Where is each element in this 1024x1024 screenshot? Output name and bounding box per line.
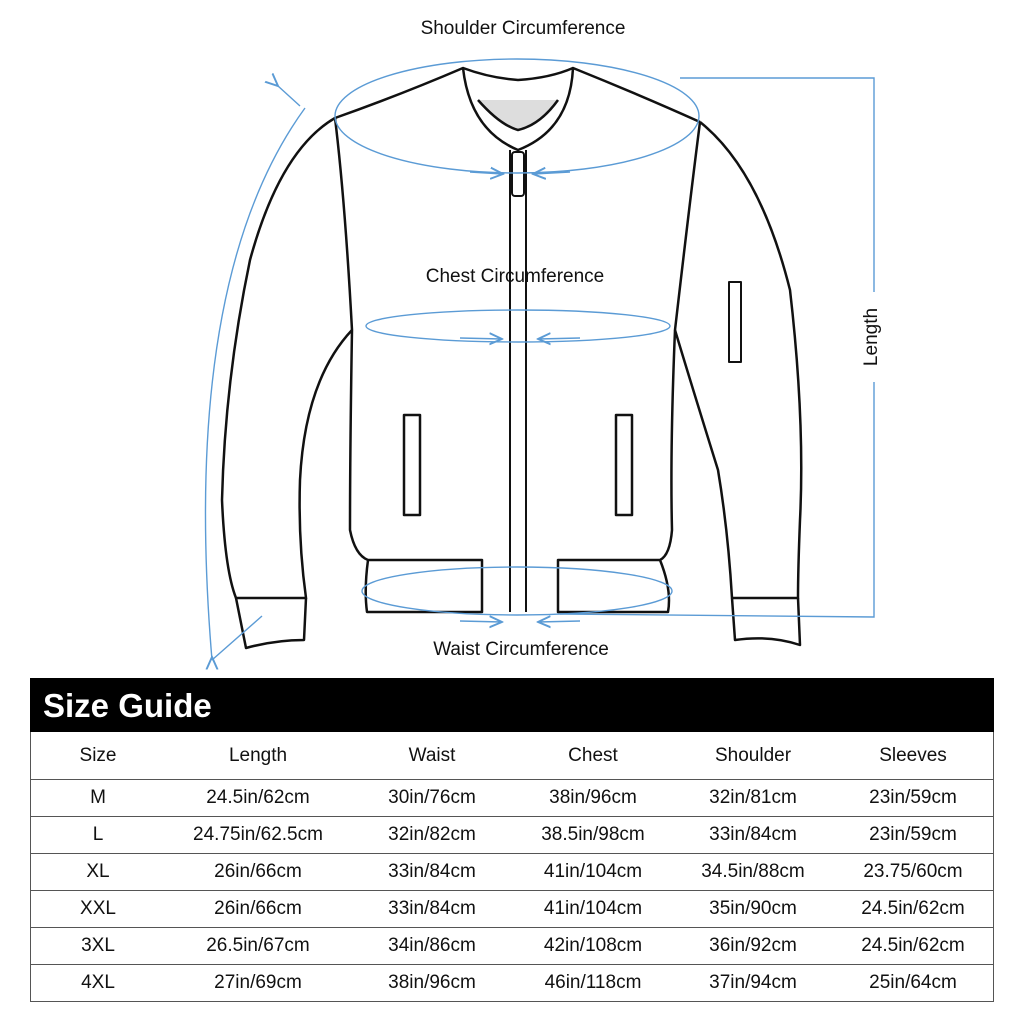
cell-waist: 33in/84cm (351, 890, 513, 928)
jacket-outline (220, 66, 803, 650)
cell-shoulder: 32in/81cm (673, 779, 833, 817)
waist-circumference-label: Waist Circumference (433, 639, 609, 660)
cell-waist: 34in/86cm (351, 927, 513, 965)
table-row: XXL 26in/66cm 33in/84cm 41in/104cm 35in/90cm… (30, 890, 994, 928)
cell-chest: 41in/104cm (513, 853, 673, 891)
cell-sleeves: 23.75/60cm (833, 853, 994, 891)
cell-length: 26.5in/67cm (165, 927, 351, 965)
cell-length: 27in/69cm (165, 964, 351, 1002)
column-header-shoulder: Shoulder (714, 744, 792, 766)
shoulder-circumference-label: Shoulder Circumference (420, 18, 626, 39)
column-header-length: Length (228, 744, 288, 766)
column-header-sleeves: Sleeves (879, 744, 947, 766)
cell-size: L (30, 816, 165, 854)
cell-size: XL (30, 853, 165, 891)
chest-circumference-label: Chest Circumference (425, 266, 605, 287)
table-row: L 24.75in/62.5cm 32in/82cm 38.5in/98cm 33in/… (30, 816, 994, 854)
cell-waist: 38in/96cm (351, 964, 513, 1002)
cell-size: XXL (30, 890, 165, 928)
table-row: 4XL 27in/69cm 38in/96cm 46in/118cm 37in/94cm… (30, 964, 994, 1002)
cell-chest: 41in/104cm (513, 890, 673, 928)
jacket-diagram (204, 58, 875, 670)
table-row: XL 26in/66cm 33in/84cm 41in/104cm 34.5in/88c… (30, 853, 994, 891)
cell-waist: 30in/76cm (351, 779, 513, 817)
cell-length: 24.5in/62cm (165, 779, 351, 817)
cell-length: 26in/66cm (165, 853, 351, 891)
cell-sleeves: 24.5in/62cm (833, 890, 994, 928)
cell-shoulder: 35in/90cm (673, 890, 833, 928)
cell-waist: 33in/84cm (351, 853, 513, 891)
cell-sleeves: 23in/59cm (833, 816, 994, 854)
cell-shoulder: 36in/92cm (673, 927, 833, 965)
cell-waist: 32in/82cm (351, 816, 513, 854)
table-row: 3XL 26.5in/67cm 34in/86cm 42in/108cm 36in/92… (30, 927, 994, 965)
cell-size: 3XL (30, 927, 165, 965)
cell-chest: 46in/118cm (513, 964, 673, 1002)
cell-size: 4XL (30, 964, 165, 1002)
table-row: M 24.5in/62cm 30in/76cm 38in/96cm 32in/81cm 2… (30, 779, 994, 817)
cell-shoulder: 34.5in/88cm (673, 853, 833, 891)
cell-chest: 42in/108cm (513, 927, 673, 965)
length-label: Length (861, 307, 882, 367)
cell-shoulder: 37in/94cm (673, 964, 833, 1002)
column-header-waist: Waist (408, 744, 456, 766)
column-header-chest: Chest (568, 744, 618, 766)
measurement-guides (204, 58, 875, 660)
cell-chest: 38.5in/98cm (513, 816, 673, 854)
cell-length: 26in/66cm (165, 890, 351, 928)
cell-sleeves: 23in/59cm (833, 779, 994, 817)
table-header-row: Size Length Waist Chest Shoulder Sleeves (31, 732, 994, 780)
cell-length: 24.75in/62.5cm (165, 816, 351, 854)
column-header-size: Size (79, 744, 117, 766)
size-guide-title: Size Guide (30, 678, 994, 732)
cell-shoulder: 33in/84cm (673, 816, 833, 854)
cell-sleeves: 25in/64cm (833, 964, 994, 1002)
cell-chest: 38in/96cm (513, 779, 673, 817)
cell-sleeves: 24.5in/62cm (833, 927, 994, 965)
cell-size: M (30, 779, 165, 817)
size-table: Size Length Waist Chest Shoulder Sleeves… (30, 732, 994, 1002)
